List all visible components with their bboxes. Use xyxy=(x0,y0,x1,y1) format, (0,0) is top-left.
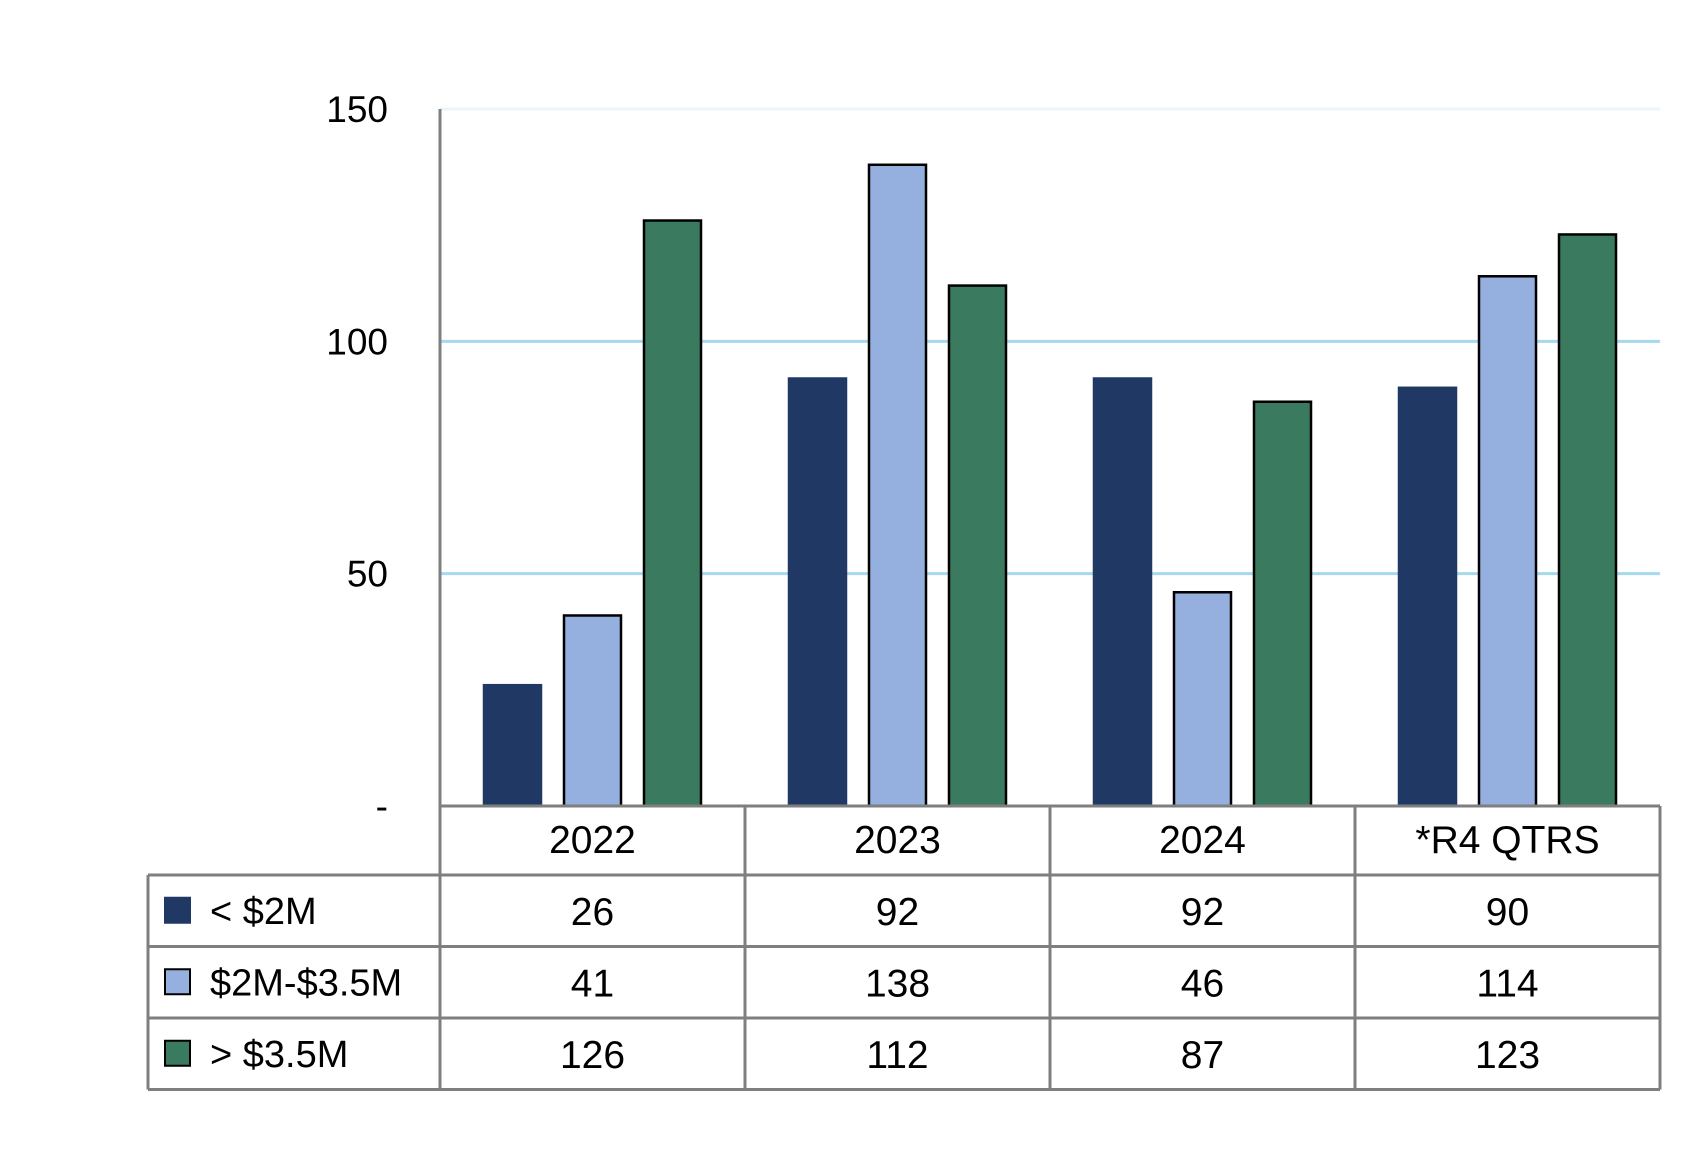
y-tick-label: 100 xyxy=(326,321,388,362)
data-label: 41 xyxy=(571,962,614,1005)
data-label: 112 xyxy=(866,1034,928,1077)
bar xyxy=(947,284,1008,808)
legend-label: < $2M xyxy=(210,891,317,933)
data-label: 138 xyxy=(865,962,930,1005)
legend-label: > $3.5M xyxy=(210,1034,348,1076)
bar xyxy=(1397,386,1458,808)
data-label: 87 xyxy=(1181,1034,1224,1077)
y-axis: - 50 100 150 xyxy=(326,89,442,827)
data-label: 90 xyxy=(1486,891,1529,934)
gridlines xyxy=(440,107,1660,576)
data-label: 123 xyxy=(1475,1034,1540,1077)
legend-label: $2M-$3.5M xyxy=(210,962,402,1004)
bar xyxy=(867,163,928,808)
bar xyxy=(1557,233,1618,808)
legend-swatch xyxy=(164,968,191,996)
bar xyxy=(1252,400,1313,808)
bar xyxy=(1477,275,1538,808)
data-label: 92 xyxy=(876,891,919,934)
category-label: *R4 QTRS xyxy=(1415,819,1599,862)
bars xyxy=(482,163,1618,808)
y-tick-label: 50 xyxy=(347,554,388,595)
y-tick-label: - xyxy=(376,786,388,827)
bar xyxy=(787,377,848,808)
data-table: 2022 2023 2024 *R4 QTRS < $2M 26 92 92 90 $2M-$3.… xyxy=(146,804,1662,1091)
category-label: 2024 xyxy=(1159,819,1246,862)
data-label: 26 xyxy=(571,891,614,934)
legend-swatch xyxy=(164,896,191,924)
bar xyxy=(642,219,703,808)
data-label: 92 xyxy=(1181,891,1224,934)
legend-swatch xyxy=(164,1039,191,1067)
category-label: 2023 xyxy=(854,819,941,862)
bar xyxy=(1092,377,1153,808)
y-tick-label: 150 xyxy=(326,89,388,130)
data-label: 126 xyxy=(560,1034,625,1077)
data-label: 114 xyxy=(1476,962,1538,1005)
bar xyxy=(1172,591,1233,808)
bar xyxy=(482,683,543,808)
bar xyxy=(562,614,623,808)
category-label: 2022 xyxy=(549,819,636,862)
data-label: 46 xyxy=(1181,962,1224,1005)
